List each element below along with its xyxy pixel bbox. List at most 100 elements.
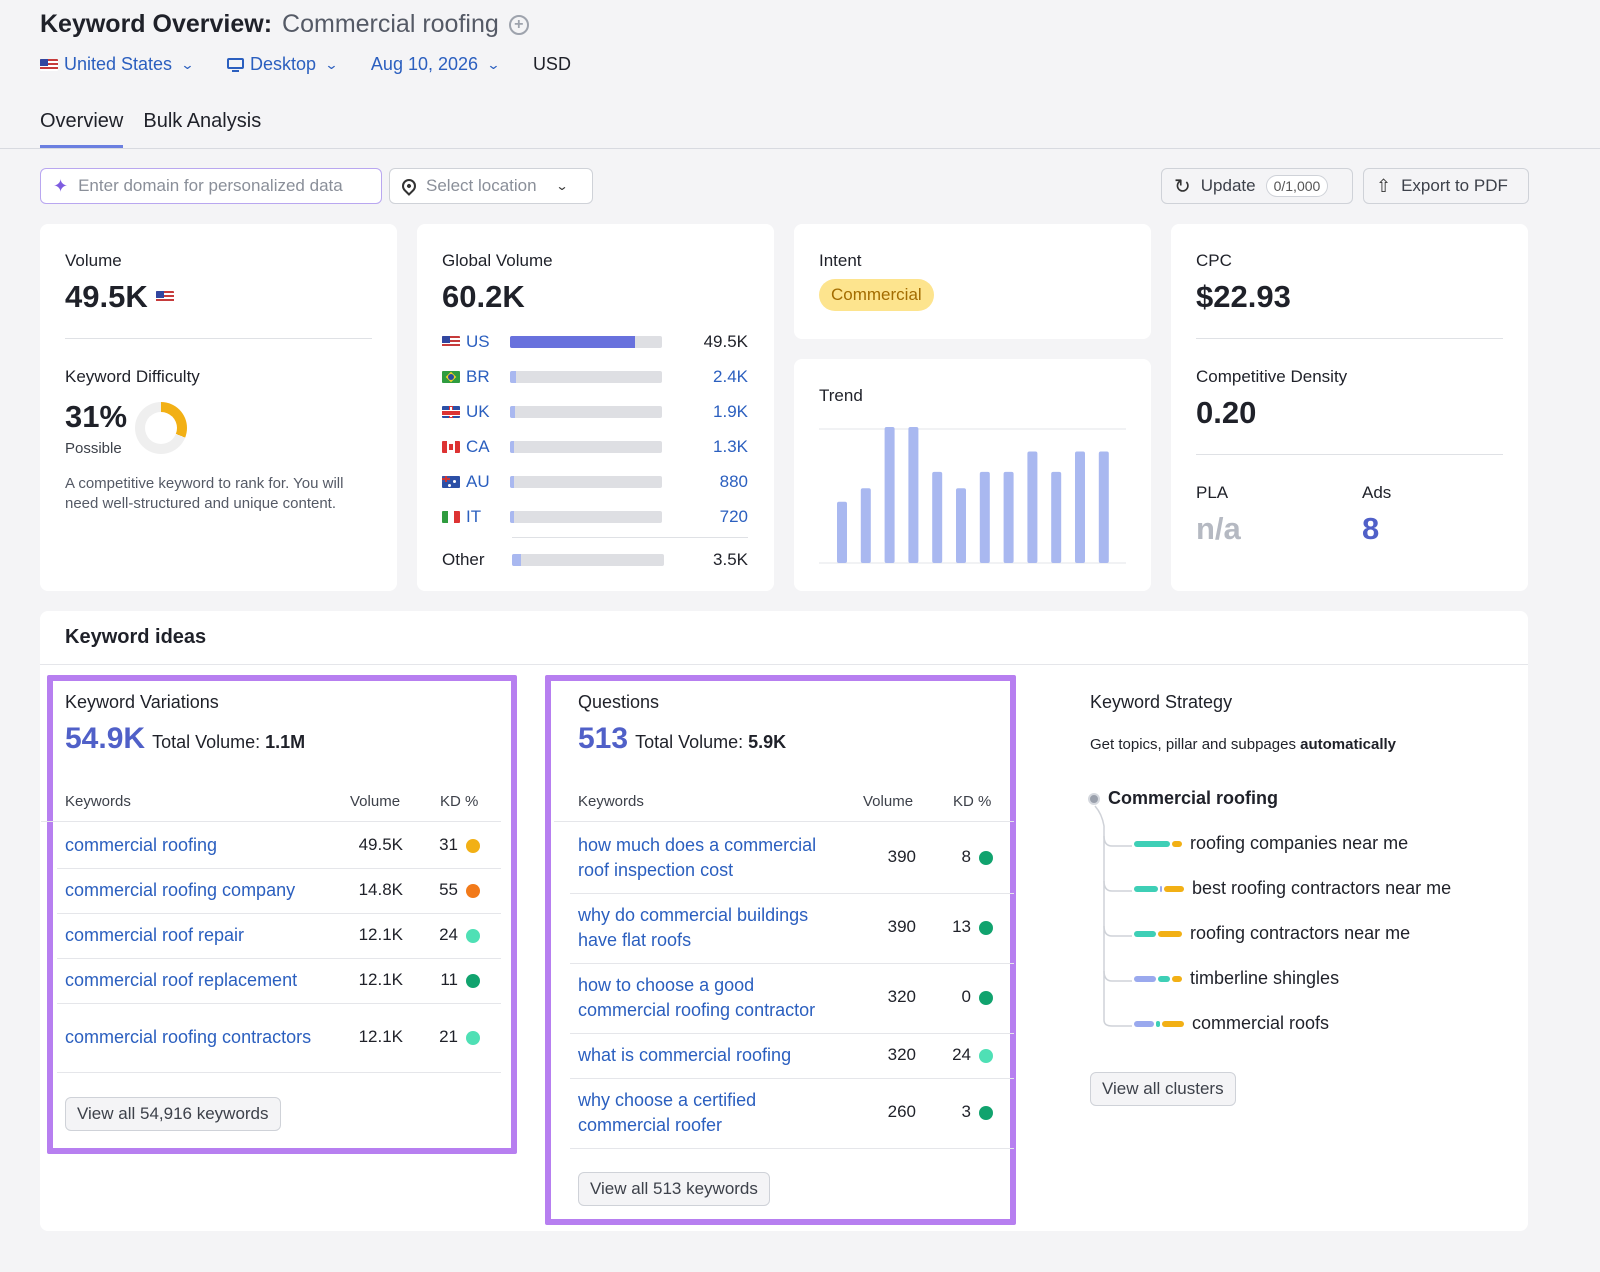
cluster-intent-bar — [1134, 1020, 1184, 1027]
page-title: Keyword Overview: Commercial roofing + — [40, 10, 529, 39]
cluster-intent-bar — [1134, 885, 1184, 892]
country-bar — [510, 476, 662, 488]
country-code[interactable]: US — [466, 332, 490, 351]
trend-bar[interactable] — [1098, 451, 1109, 563]
trend-bar[interactable] — [908, 427, 919, 563]
highlight-frame — [47, 675, 517, 1154]
tab-overview[interactable]: Overview — [40, 110, 124, 148]
country-code[interactable]: BR — [466, 367, 490, 386]
keyword-link[interactable]: why do commercial buildings have flat ro… — [578, 905, 809, 950]
keyword-link[interactable]: commercial roofing — [65, 835, 218, 855]
view-all-variations-button[interactable]: View all 54,916 keywords — [65, 1097, 281, 1131]
country-bar — [510, 371, 662, 383]
keyword-link[interactable]: commercial roofing contractors — [65, 1027, 312, 1047]
country-code[interactable]: AU — [466, 472, 490, 491]
country-volume[interactable]: 880 — [719, 472, 748, 491]
cluster-item[interactable]: roofing companies near me — [1134, 833, 1408, 854]
refresh-icon: ↻ — [1174, 175, 1191, 198]
keyword-link[interactable]: what is commercial roofing — [578, 1045, 792, 1065]
uk-flag-icon — [442, 406, 460, 418]
kd-value: 24 — [952, 1044, 971, 1064]
country-code[interactable]: IT — [466, 507, 482, 526]
keyword-link[interactable]: how much does a commercial roof inspecti… — [578, 835, 817, 880]
location-select[interactable]: Select location ⌄ — [389, 168, 593, 204]
export-label: Export to PDF — [1401, 176, 1508, 195]
currency-filter[interactable]: USD — [533, 54, 571, 75]
country-bar — [510, 336, 662, 348]
intent-segment — [1134, 840, 1170, 847]
location-placeholder: Select location — [426, 176, 537, 195]
desktop-icon — [226, 57, 244, 72]
other-label: Other — [442, 550, 485, 569]
country-row-other: Other 3.5K — [442, 550, 748, 570]
cluster-item[interactable]: commercial roofs — [1134, 1013, 1329, 1034]
divider — [41, 821, 501, 822]
intent-segment — [1172, 840, 1182, 847]
device-filter[interactable]: Desktop ⌄ — [226, 54, 339, 75]
view-all-questions-button[interactable]: View all 513 keywords — [578, 1172, 770, 1206]
variations-count[interactable]: 54.9K — [65, 722, 146, 755]
cluster-intent-bar — [1134, 975, 1182, 982]
cpc-value: $22.93 — [1196, 279, 1291, 314]
country-filter[interactable]: United States ⌄ — [40, 54, 195, 75]
strategy-subtitle: Get topics, pillar and subpages automati… — [1090, 736, 1396, 753]
trend-bar[interactable] — [1003, 471, 1014, 563]
country-volume: 49.5K — [703, 332, 748, 351]
view-all-clusters-button[interactable]: View all clusters — [1090, 1072, 1236, 1106]
date-filter[interactable]: Aug 10, 2026 ⌄ — [370, 54, 501, 75]
cpc-card: CPC $22.93 Competitive Density 0.20 PLA … — [1171, 224, 1528, 591]
intent-segment — [1134, 930, 1156, 937]
strategy-title: Keyword Strategy — [1090, 692, 1233, 712]
cpc-label: CPC — [1196, 251, 1232, 270]
country-volume[interactable]: 1.9K — [713, 402, 748, 421]
date-label: Aug 10, 2026 — [370, 54, 479, 74]
chevron-down-icon: ⌄ — [324, 56, 339, 72]
trend-bar[interactable] — [884, 427, 895, 563]
domain-input[interactable]: ✦ Enter domain for personalized data — [40, 168, 382, 204]
questions-title: Questions — [578, 692, 660, 712]
col-kd: KD % — [953, 793, 992, 810]
cluster-item[interactable]: roofing contractors near me — [1134, 923, 1410, 944]
country-volume[interactable]: 2.4K — [713, 367, 748, 386]
kd-value: 0 — [961, 987, 971, 1006]
keyword-link[interactable]: why choose a certified commercial roofer — [578, 1090, 757, 1135]
trend-bar[interactable] — [979, 471, 990, 563]
export-pdf-button[interactable]: ⇧ Export to PDF — [1363, 168, 1529, 204]
questions-count[interactable]: 513 — [578, 722, 629, 755]
keyword-ideas-title: Keyword ideas — [65, 626, 207, 648]
au-flag-icon — [442, 476, 460, 488]
chevron-down-icon: ⌄ — [555, 179, 569, 193]
trend-bar[interactable] — [860, 488, 871, 563]
cluster-item[interactable]: best roofing contractors near me — [1134, 878, 1451, 899]
strategy-root[interactable]: Commercial roofing — [1108, 788, 1279, 808]
kd-dot-icon — [979, 1106, 993, 1120]
country-volume[interactable]: 1.3K — [713, 437, 748, 456]
trend-bar[interactable] — [1027, 451, 1038, 563]
intent-segment — [1172, 975, 1182, 982]
keyword-link[interactable]: how to choose a good commercial roofing … — [578, 975, 816, 1020]
kd-value: 3 — [961, 1102, 971, 1121]
col-keywords: Keywords — [65, 793, 131, 810]
kd-dot-icon — [466, 928, 480, 943]
update-button[interactable]: ↻ Update 0/1,000 — [1161, 168, 1353, 204]
country-volume[interactable]: 720 — [719, 507, 748, 526]
it-flag-icon — [442, 511, 460, 523]
add-plus-icon[interactable]: + — [508, 14, 529, 35]
trend-bar[interactable] — [956, 488, 966, 563]
cluster-label: timberline shingles — [1190, 968, 1340, 988]
trend-bar[interactable] — [1051, 471, 1062, 563]
keyword-link[interactable]: commercial roof repair — [65, 925, 245, 945]
tab-bulk-analysis[interactable]: Bulk Analysis — [143, 110, 262, 132]
divider — [570, 1078, 1014, 1079]
cluster-item[interactable]: timberline shingles — [1134, 968, 1339, 989]
trend-bar[interactable] — [1075, 451, 1085, 563]
global-volume-label: Global Volume — [442, 251, 553, 270]
keyword-link[interactable]: commercial roofing company — [65, 880, 296, 900]
trend-bar[interactable] — [837, 501, 847, 563]
kd-description: A competitive keyword to rank for. You w… — [65, 475, 344, 512]
keyword-link[interactable]: commercial roof replacement — [65, 970, 298, 990]
variations-total: Total Volume: 1.1M — [152, 732, 305, 753]
country-code[interactable]: UK — [466, 402, 490, 421]
trend-bar[interactable] — [932, 471, 943, 563]
country-code[interactable]: CA — [466, 437, 490, 456]
